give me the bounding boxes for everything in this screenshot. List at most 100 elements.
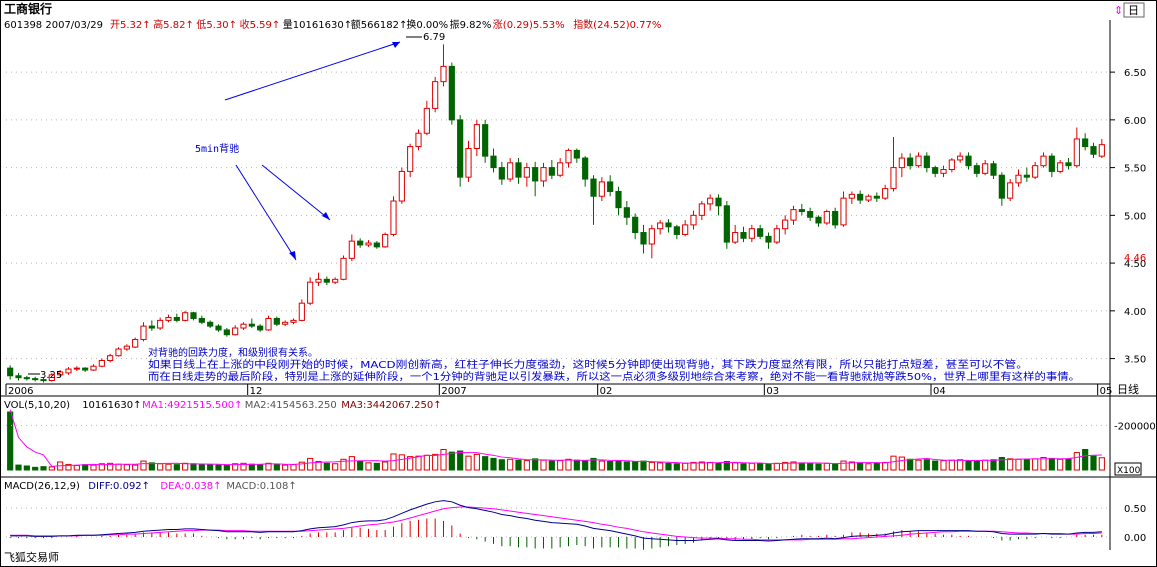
candle-body xyxy=(507,162,514,180)
candle-body xyxy=(98,359,105,367)
candle-body xyxy=(707,197,714,205)
note-line-2: 如果日线上在上涨的中段刚开始的时候，MACD刚创新高，红柱子伸长力度强劲，这时候… xyxy=(148,358,1028,371)
candle-body xyxy=(523,167,530,178)
current-price-label: 4.46 xyxy=(1124,253,1146,264)
candle xyxy=(748,224,755,243)
daily-tab-label[interactable]: 日线 xyxy=(1117,382,1139,396)
volume-bar xyxy=(707,461,714,471)
candle-body xyxy=(265,317,272,331)
volume-bar xyxy=(390,453,397,471)
candle xyxy=(657,220,664,235)
volume-bar xyxy=(1048,457,1055,471)
candle xyxy=(190,311,197,321)
candle-body xyxy=(598,181,605,197)
candle xyxy=(590,175,597,225)
candle xyxy=(273,316,280,327)
candle xyxy=(382,232,389,248)
candle xyxy=(898,153,905,178)
candle-body xyxy=(973,165,980,174)
candle-body xyxy=(215,325,222,331)
candle xyxy=(240,322,247,330)
candle-body xyxy=(857,193,864,201)
candle xyxy=(757,224,764,240)
candle xyxy=(223,328,230,337)
price-tick-label: 5.00 xyxy=(1124,211,1146,222)
candle-body xyxy=(198,317,205,323)
candle xyxy=(798,203,805,216)
candle xyxy=(82,367,89,372)
candle xyxy=(440,44,447,87)
candle xyxy=(1040,152,1047,168)
date-axis: 2006 12 2007 02 03 04 05 xyxy=(5,383,1112,397)
candle xyxy=(415,129,422,151)
candle xyxy=(523,162,530,187)
volume-bar xyxy=(740,463,747,471)
period-tab[interactable] xyxy=(1123,2,1145,18)
arrow-divergence-2 xyxy=(261,164,331,221)
candle-body xyxy=(823,211,830,224)
volume-bar xyxy=(432,453,439,471)
candle-body xyxy=(223,329,230,336)
macd-legend: MACD(26,12,9) DIFF:0.092↑ DEA:0.038↑ MACD:0… xyxy=(4,481,297,492)
candle xyxy=(832,207,839,229)
volume-bar xyxy=(373,462,380,471)
candle-body xyxy=(465,147,472,178)
candle xyxy=(23,375,30,381)
candle xyxy=(115,347,122,357)
candle xyxy=(948,158,955,173)
candle xyxy=(582,156,589,187)
candle-body xyxy=(207,321,214,327)
volume-bar xyxy=(457,450,464,471)
candle xyxy=(973,162,980,178)
candle xyxy=(807,207,814,222)
candle xyxy=(623,201,630,225)
candle-body xyxy=(882,188,889,199)
candle-body xyxy=(1098,144,1105,157)
volume-bar xyxy=(557,460,564,471)
scroll-arrows-icon[interactable]: ⇕ xyxy=(1114,4,1123,17)
arrow-divergence-1 xyxy=(235,164,297,261)
volume-bar xyxy=(615,460,622,471)
volume-bar xyxy=(1057,458,1064,471)
candle-body xyxy=(48,374,55,382)
volume-bar xyxy=(923,459,930,471)
volume-bar xyxy=(273,463,280,471)
candle-body xyxy=(740,232,747,239)
candle xyxy=(857,190,864,204)
candle xyxy=(515,158,522,184)
candle xyxy=(432,76,439,113)
volume-bar xyxy=(990,459,997,471)
candle-body xyxy=(140,325,147,340)
volume-bar xyxy=(973,460,980,471)
candle-body xyxy=(248,323,255,327)
candle xyxy=(715,194,722,216)
candle xyxy=(123,344,130,351)
candle-body xyxy=(1090,146,1097,155)
volume-bar xyxy=(982,459,989,471)
info-field-1: 高5.82↑ xyxy=(153,18,194,31)
candle-body xyxy=(757,228,764,237)
candle-body xyxy=(682,224,689,235)
volume-bar xyxy=(298,461,305,471)
candle xyxy=(723,201,730,249)
stock-code: 601398 2007/03/29 xyxy=(4,20,103,31)
volume-bar xyxy=(623,461,630,471)
candle-body xyxy=(1082,138,1089,148)
candle xyxy=(1073,127,1080,168)
volume-legend-item: MA3:3442067.250↑ xyxy=(341,400,441,411)
volume-bar xyxy=(540,459,547,471)
price-tick-label: 6.00 xyxy=(1124,116,1146,127)
candle-body xyxy=(315,278,322,283)
volume-bar xyxy=(1098,457,1105,471)
candle-body xyxy=(473,124,480,149)
volume-bar xyxy=(782,461,789,471)
volume-bar xyxy=(7,411,14,471)
date-tick-label: 2006 xyxy=(8,386,33,397)
info-field-5: 额566182↑ xyxy=(351,18,408,31)
volume-bar xyxy=(915,459,922,471)
volume-bar xyxy=(723,461,730,471)
candle xyxy=(1082,133,1089,151)
volume-bar xyxy=(840,460,847,471)
candle-body xyxy=(965,155,972,167)
